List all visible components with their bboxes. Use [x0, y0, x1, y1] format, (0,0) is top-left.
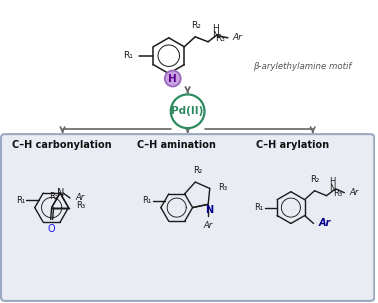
- Text: Ar: Ar: [75, 193, 84, 202]
- Text: N: N: [212, 31, 218, 40]
- Text: β-arylethylamine motif: β-arylethylamine motif: [253, 62, 352, 71]
- Text: R₃: R₃: [218, 183, 227, 192]
- Text: Ar: Ar: [203, 221, 213, 230]
- Text: C–H carbonylation: C–H carbonylation: [12, 140, 112, 150]
- Circle shape: [171, 95, 204, 128]
- Text: R₂: R₂: [310, 175, 319, 184]
- FancyBboxPatch shape: [1, 134, 374, 301]
- Text: H: H: [168, 74, 177, 84]
- Text: N: N: [57, 188, 65, 198]
- Text: R₂: R₂: [191, 21, 201, 30]
- Text: Ar: Ar: [233, 33, 243, 42]
- Text: O: O: [48, 225, 56, 235]
- Text: R₁: R₁: [254, 203, 263, 212]
- Text: H: H: [329, 177, 336, 186]
- Text: C–H arylation: C–H arylation: [256, 140, 329, 150]
- Text: H: H: [212, 24, 218, 33]
- Text: R₁: R₁: [16, 196, 25, 205]
- Text: R₁: R₁: [124, 51, 133, 60]
- Circle shape: [165, 71, 181, 86]
- Text: R₂: R₂: [193, 166, 202, 175]
- Text: Ar: Ar: [319, 218, 331, 228]
- Text: R₁: R₁: [142, 196, 151, 205]
- Text: C–H amination: C–H amination: [137, 140, 216, 150]
- Text: Ar: Ar: [349, 188, 359, 197]
- Text: R₂: R₂: [49, 191, 58, 201]
- Text: N: N: [329, 184, 336, 193]
- Text: N: N: [205, 205, 213, 215]
- Text: R₃: R₃: [76, 201, 85, 210]
- Text: R₃: R₃: [215, 34, 225, 43]
- Text: Pd(II): Pd(II): [172, 106, 204, 116]
- Text: R₃: R₃: [333, 189, 342, 198]
